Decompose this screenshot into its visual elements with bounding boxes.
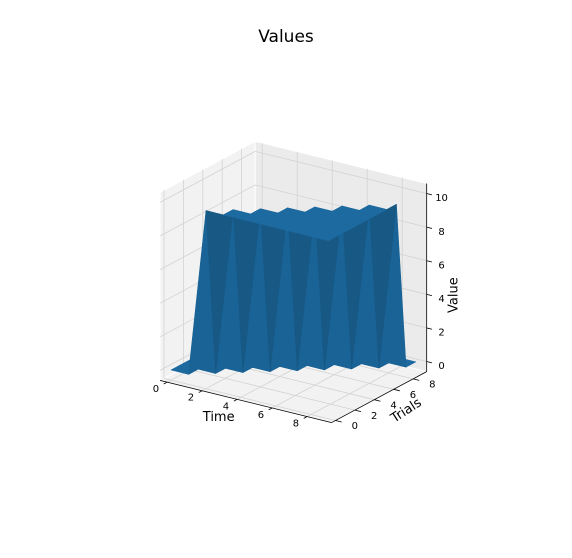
- time-axis-label: Time: [202, 410, 235, 425]
- value-tick: [426, 260, 433, 263]
- time-tick: [233, 399, 238, 402]
- value-tick: [426, 193, 433, 196]
- value-axis-label: Value: [446, 277, 461, 313]
- time-tick-label: 2: [188, 393, 194, 404]
- value-tick: [426, 327, 433, 330]
- time-tick: [303, 416, 308, 419]
- trials-tick: [354, 409, 362, 412]
- trials-tick-label: 4: [390, 400, 396, 411]
- value-tick: [426, 226, 433, 229]
- gridline-trials: [163, 190, 336, 421]
- value-tick-label: 6: [438, 260, 444, 271]
- time-tick-label: 4: [223, 401, 229, 412]
- time-axis-line: [160, 380, 332, 423]
- trials-tick-label: 2: [371, 411, 377, 422]
- time-tick: [198, 390, 203, 393]
- time-tick: [268, 407, 273, 411]
- value-tick-label: 10: [435, 193, 448, 204]
- trials-tick-label: 0: [352, 421, 358, 432]
- value-tick-label: 8: [438, 227, 444, 238]
- trials-axis-line: [331, 371, 427, 423]
- value-tick-label: 2: [438, 328, 444, 339]
- time-tick: [163, 381, 168, 385]
- value-tick: [426, 361, 433, 364]
- value-tick: [426, 293, 433, 297]
- chart-title: Values: [258, 27, 314, 47]
- time-tick-label: 6: [258, 410, 264, 421]
- trials-tick: [413, 378, 420, 381]
- trials-tick-label: 8: [429, 380, 435, 391]
- trials-tick: [374, 399, 381, 402]
- value-tick-label: 4: [438, 294, 444, 305]
- time-tick-label: 8: [293, 419, 299, 430]
- time-tick-label: 0: [153, 384, 159, 395]
- surface-face: [310, 230, 339, 241]
- trials-tick-label: 6: [410, 390, 416, 401]
- trials-tick: [393, 388, 400, 392]
- gridline-value: [159, 150, 427, 203]
- trials-tick: [335, 420, 342, 423]
- value-tick-label: 0: [438, 361, 444, 372]
